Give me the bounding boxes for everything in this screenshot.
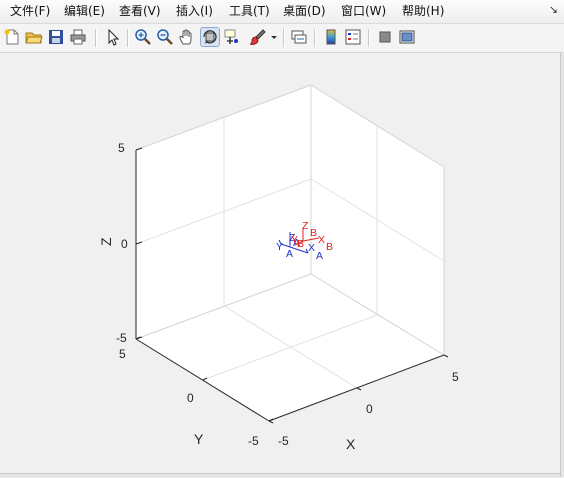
frame-b-z-name: B [310,227,317,239]
undock-arrow-icon[interactable]: ↘ [548,3,558,16]
window-right-border [560,53,564,477]
menu-desktop[interactable]: 桌面(D) [283,4,326,18]
x-tick-label: 0 [366,402,373,416]
open-file-icon[interactable] [25,28,43,46]
y-axis-label: Y [194,431,204,447]
figure-canvas[interactable]: 5 0 -5 5 0 -5 -5 0 5 Z Y X [0,53,560,473]
frame-a [278,232,309,254]
frame-a-z-label: Z [289,232,296,244]
y-tick-label: -5 [248,434,259,448]
z-tick-label: 0 [121,237,128,251]
z-axis-label: Z [98,237,114,246]
insert-colorbar-icon[interactable] [322,28,340,46]
pan-hand-icon[interactable] [178,28,196,46]
zoom-out-icon[interactable] [156,28,174,46]
grid-lines [135,117,445,389]
menu-window[interactable]: 窗口(W) [341,4,387,18]
frame-b-x-label: X [318,234,325,246]
frame-a-x-label: X [308,242,315,254]
frame-a-z-name: A [293,237,300,249]
menu-file[interactable]: 文件(F) [10,4,51,18]
hide-plot-tools-icon[interactable] [376,28,394,46]
menu-view[interactable]: 查看(V) [119,4,161,18]
x-tick-label: -5 [278,434,289,448]
zoom-in-icon[interactable] [134,28,152,46]
frame-a-y-name: A [286,248,293,260]
insert-legend-icon[interactable] [344,28,362,46]
menu-bar: 文件(F) 编辑(E) 查看(V) 插入(I) 工具(T) 桌面(D) 窗口(W… [0,0,564,24]
brush-dropdown-icon[interactable] [270,28,278,46]
print-icon[interactable] [69,28,87,46]
save-icon[interactable] [47,28,65,46]
data-cursor-icon[interactable] [223,28,241,46]
new-figure-icon[interactable] [3,28,21,46]
axes-box-edges [135,84,445,356]
axes-3d[interactable]: 5 0 -5 5 0 -5 -5 0 5 Z Y X [0,53,560,473]
frame-b-y-name: B [297,238,304,250]
menu-help[interactable]: 帮助(H) [402,4,445,18]
x-tick-label: 5 [452,370,459,384]
show-plot-tools-icon[interactable] [398,28,416,46]
x-axis-label: X [346,436,356,452]
menu-tools[interactable]: 工具(T) [229,4,270,18]
toolbar-separator [127,29,129,47]
frame-a-y-label: Y [276,241,283,253]
frame-b-x-name: B [326,241,333,253]
link-plot-icon[interactable] [290,28,308,46]
figure-toolbar [0,24,564,53]
frame-b-y-label: Y [291,234,298,246]
z-tick-label: -5 [116,331,127,345]
frame-b [294,228,320,246]
toolbar-separator [283,29,285,47]
toolbar-separator [95,29,97,47]
menu-insert[interactable]: 插入(I) [176,4,213,18]
toolbar-separator [368,29,370,47]
brush-icon[interactable] [249,28,267,46]
edit-plot-arrow-icon[interactable] [104,28,122,46]
frame-b-z-label: Z [302,220,309,232]
toolbar-separator [314,29,316,47]
y-tick-label: 0 [187,391,194,405]
menu-edit[interactable]: 编辑(E) [64,4,105,18]
y-tick-label: 5 [119,347,126,361]
axis-lines [135,147,449,424]
rotate-3d-icon[interactable] [200,27,220,47]
frame-a-x-name: A [316,250,323,262]
window-bottom-border [0,473,560,478]
z-tick-label: 5 [118,141,125,155]
